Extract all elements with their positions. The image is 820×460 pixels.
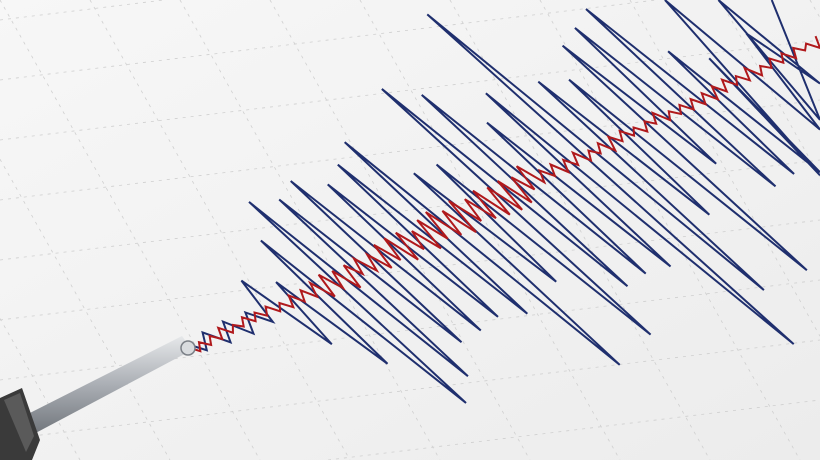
grid-line	[269, 0, 531, 460]
pen-tip	[180, 340, 196, 356]
grid-line	[0, 318, 81, 460]
blue-trace	[180, 0, 820, 404]
grid-line	[0, 159, 171, 460]
blue-seismic-wave	[180, 0, 820, 404]
grid-line	[809, 0, 820, 18]
grid-line	[327, 399, 820, 460]
grid-line	[0, 159, 820, 261]
grid-line	[0, 0, 165, 21]
grid-line	[359, 0, 621, 460]
red-seismic-wave	[186, 35, 820, 353]
grid-line	[0, 39, 820, 141]
pen-holder-highlight	[4, 393, 34, 452]
grid-line	[0, 219, 820, 321]
grid-line	[0, 99, 820, 201]
grid-line	[89, 0, 351, 460]
grid-line	[539, 0, 801, 460]
grid-line	[0, 0, 657, 81]
grid-line	[629, 0, 820, 337]
pen-rod	[20, 336, 192, 436]
red-trace	[186, 35, 820, 353]
grid-line	[449, 0, 711, 460]
grid-line	[179, 0, 441, 460]
recording-pen	[0, 336, 196, 460]
grid-line	[0, 0, 261, 460]
grid-line	[0, 339, 820, 441]
grid-line	[719, 0, 820, 178]
